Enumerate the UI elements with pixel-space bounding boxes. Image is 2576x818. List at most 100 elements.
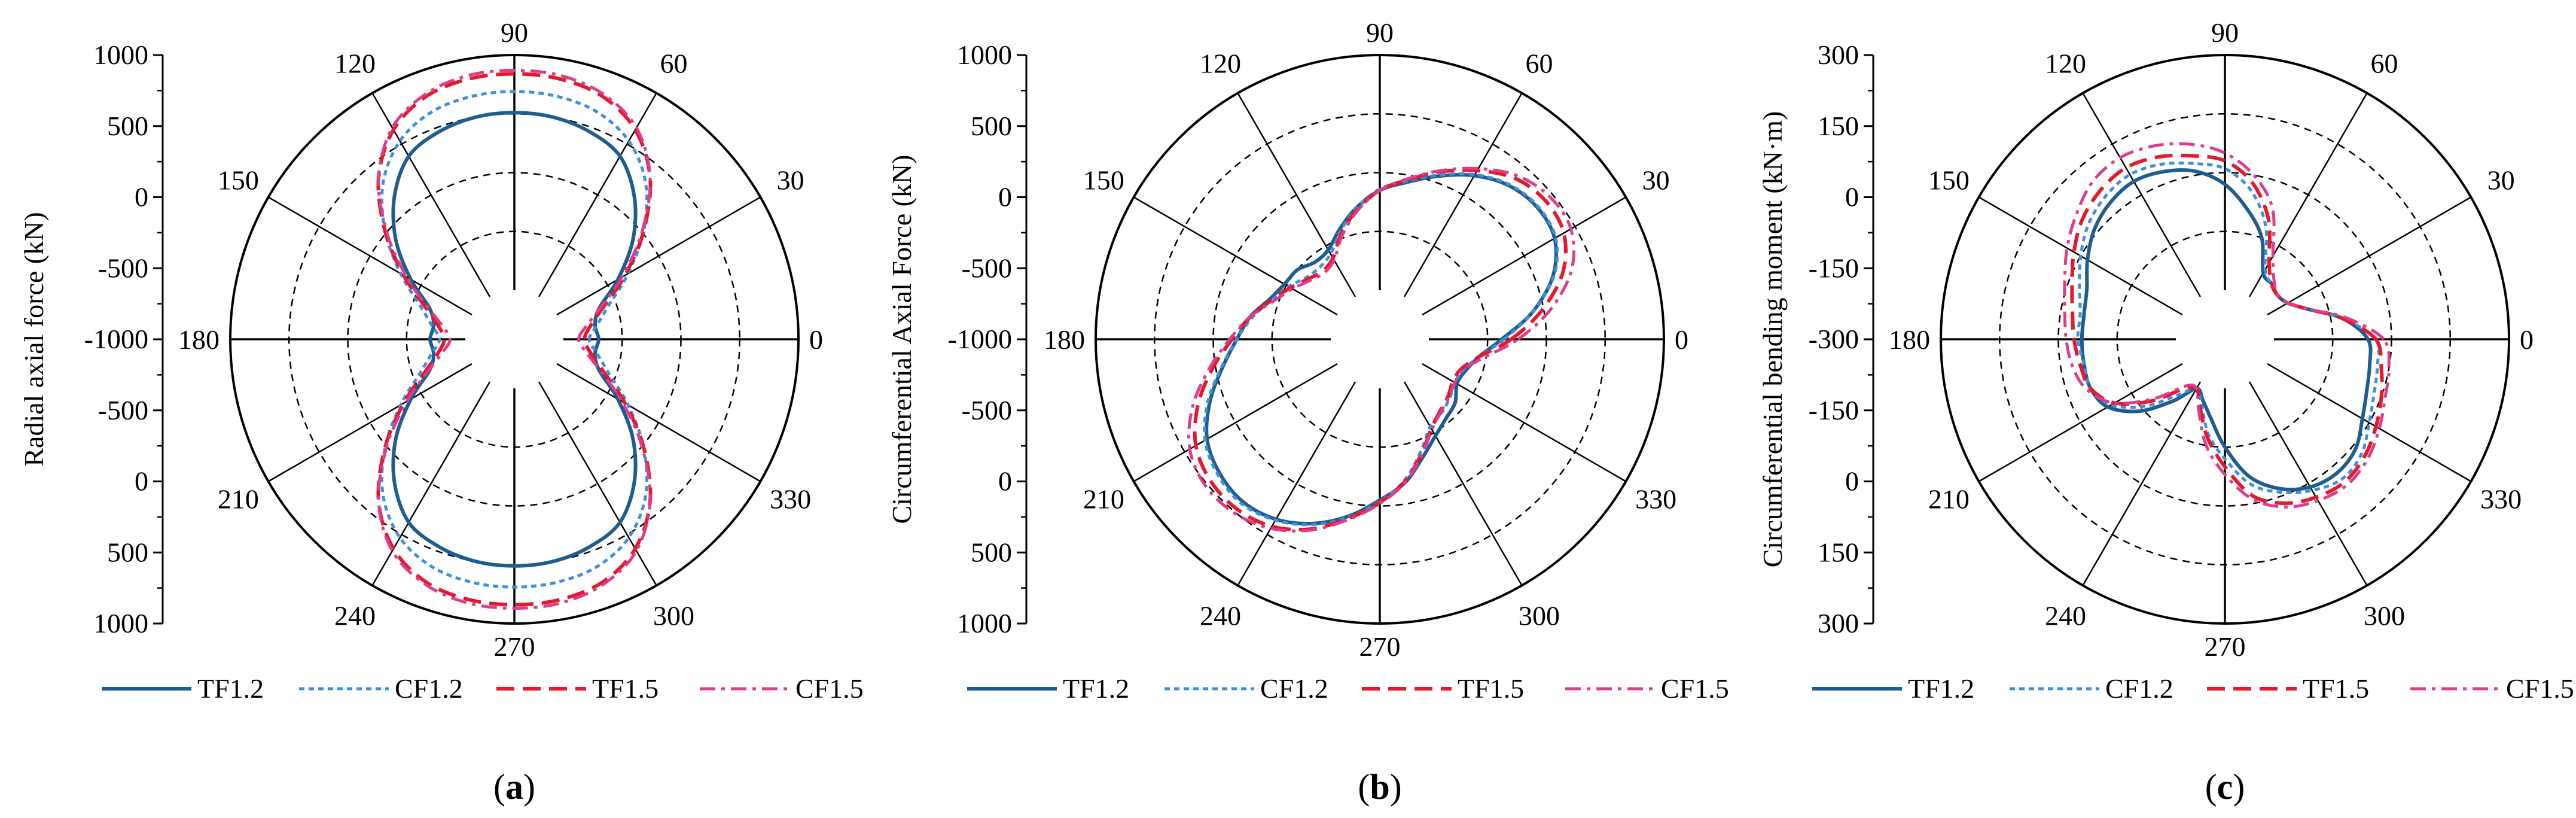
angle-tick-label: 300	[653, 601, 694, 631]
legend-item-TF1-2: TF1.2	[967, 673, 1129, 704]
grid-spoke	[1133, 363, 1338, 482]
polar-grid	[1940, 54, 2510, 625]
grid-spoke	[1403, 93, 1523, 297]
angle-tick-label: 240	[2045, 601, 2086, 631]
legend-label: CF1.2	[1260, 673, 1328, 704]
grid-spoke	[268, 196, 472, 316]
angle-tick-labels: 0 30 60 90 120 150 180 210 240 270 300 330	[178, 17, 823, 662]
legend-label: CF1.2	[395, 673, 463, 704]
legend-label: TF1.2	[1908, 673, 1974, 704]
legend-label: TF1.2	[1063, 673, 1129, 704]
series-curves	[1187, 166, 1576, 533]
grid-spoke	[1237, 381, 1356, 586]
grid-spoke	[2267, 196, 2471, 316]
panel-label: (a)	[493, 767, 535, 807]
grid-spoke	[371, 93, 491, 297]
angle-tick-label: 270	[2205, 631, 2246, 662]
grid-spoke	[2267, 363, 2471, 482]
series-line-CF1-2	[1203, 172, 1559, 527]
grid-spoke	[1422, 196, 1626, 316]
angle-tick-label: 90	[1366, 17, 1394, 48]
legend-label: TF1.2	[197, 673, 264, 704]
y-axis-label: Circumferential bending moment (kN·m)	[1757, 111, 1788, 568]
radial-tick-label: -300	[1809, 324, 1859, 354]
radial-tick-label: 1000	[957, 608, 1012, 638]
radial-tick-label: 0	[1845, 466, 1859, 497]
radial-tick-label: 500	[971, 111, 1012, 141]
radial-tick-label: 150	[1818, 537, 1859, 567]
angle-tick-label: 120	[334, 48, 376, 78]
radial-tick-label: 300	[1818, 608, 1859, 638]
y-axis-label: Circumferential Axial Force (kN)	[886, 155, 917, 524]
legend-item-TF1-2: TF1.2	[1812, 673, 1974, 704]
angle-tick-label: 240	[334, 601, 376, 631]
radial-tick-label: 150	[1818, 111, 1859, 141]
angle-tick-label: 210	[1928, 484, 1970, 515]
legend-label: CF1.5	[795, 673, 864, 704]
grid-spoke	[538, 381, 657, 586]
angle-tick-label: 180	[1889, 324, 1930, 355]
legend-item-CF1-2: CF1.2	[299, 673, 463, 704]
grid-spoke	[1422, 363, 1626, 482]
radial-tick-label: -1000	[84, 324, 148, 354]
angle-tick-label: 270	[1359, 631, 1401, 662]
legend-item-CF1-5: CF1.5	[1565, 673, 1729, 704]
legend-label: TF1.5	[2303, 673, 2369, 704]
series-curves	[2063, 142, 2391, 509]
angle-tick-label: 330	[2480, 484, 2522, 515]
radial-tick-label: 1000	[93, 608, 148, 638]
radial-tick-label: -500	[98, 395, 148, 425]
angle-tick-labels: 0 30 60 90 120 150 180 210 240 270 300 330	[1889, 17, 2534, 662]
series-line-TF1-5	[2070, 153, 2384, 506]
legend-item-CF1-5: CF1.5	[2410, 673, 2574, 704]
polar-grid	[229, 54, 800, 625]
legend-item-TF1-5: TF1.5	[496, 673, 659, 704]
legend: TF1.2 CF1.2 TF1.5 CF1.5	[967, 673, 1729, 704]
radial-tick-label: -1000	[948, 324, 1012, 354]
angle-tick-label: 60	[660, 48, 688, 78]
angle-tick-label: 150	[1083, 165, 1124, 196]
panel-b: 1000 500 0 -500 -1000 -500 0 500 1000 0 30 60 90 120…	[886, 17, 1729, 807]
angle-tick-label: 30	[777, 165, 804, 196]
y-axis-label: Radial axial force (kN)	[19, 212, 49, 466]
panel-letter: b	[1370, 767, 1389, 807]
series-line-CF1-2	[380, 90, 649, 589]
radial-tick-labels: 300 150 0 -150 -300 -150 0 150 300	[1809, 39, 1874, 638]
angle-tick-label: 90	[501, 17, 528, 48]
angle-tick-label: 150	[1928, 165, 1970, 196]
angle-tick-labels: 0 30 60 90 120 150 180 210 240 270 300 330	[1044, 17, 1688, 662]
legend-item-TF1-2: TF1.2	[102, 673, 264, 704]
series-curves	[376, 69, 653, 610]
angle-tick-label: 60	[2371, 48, 2398, 78]
grid-spoke	[1979, 363, 2183, 482]
radial-tick-label: 0	[998, 466, 1012, 497]
radial-tick-label: 1000	[957, 39, 1012, 70]
grid-spoke	[2082, 381, 2202, 586]
radial-tick-label: 0	[135, 182, 148, 212]
radial-tick-label: -150	[1809, 253, 1859, 283]
angle-tick-label: 240	[1200, 601, 1241, 631]
series-line-CF1-2	[2076, 161, 2381, 494]
radial-tick-label: 0	[998, 182, 1012, 212]
series-line-CF1-5	[377, 69, 652, 610]
grid-spoke	[538, 93, 657, 297]
angle-tick-label: 330	[1635, 484, 1676, 515]
grid-spoke	[1133, 196, 1338, 316]
legend-label: CF1.5	[1661, 673, 1729, 704]
radial-tick-label: -500	[962, 253, 1012, 283]
series-line-TF1-2	[2080, 168, 2373, 492]
radial-tick-label: 500	[107, 537, 148, 567]
panel-label: (b)	[1358, 767, 1401, 807]
radial-tick-labels: 1000 500 0 -500 -1000 -500 0 500 1000	[948, 39, 1028, 638]
grid-spoke	[2082, 93, 2202, 297]
grid-spoke	[1403, 381, 1523, 586]
panel-letter: c	[2217, 767, 2233, 807]
angle-tick-label: 0	[809, 324, 823, 355]
radial-tick-label: 0	[135, 466, 148, 497]
angle-tick-label: 0	[2520, 324, 2534, 355]
legend-item-CF1-2: CF1.2	[1164, 673, 1328, 704]
polar-grid	[1095, 54, 1665, 625]
series-line-CF1-5	[2063, 142, 2391, 509]
radial-tick-label: 500	[971, 537, 1012, 567]
